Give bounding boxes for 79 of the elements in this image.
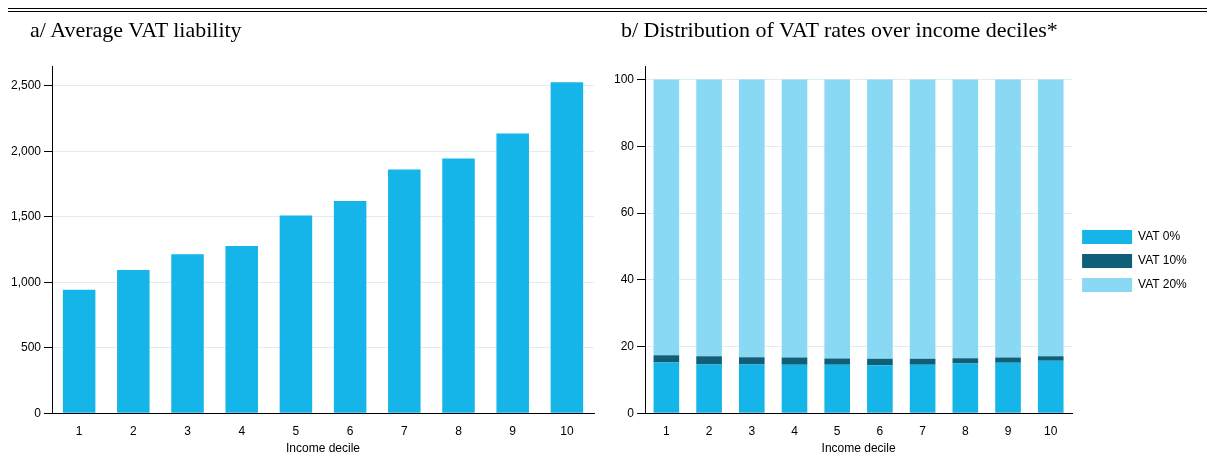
- x-tick-label: 1: [75, 423, 83, 438]
- x-tick-label: 1: [663, 423, 671, 438]
- y-tick-label: 500: [21, 340, 42, 355]
- bar: [279, 215, 313, 413]
- chart-title: b/ Distribution of VAT rates over income deciles*: [620, 16, 1059, 44]
- x-tick-label: 7: [919, 423, 927, 438]
- bar: [696, 356, 722, 365]
- bar: [738, 79, 765, 358]
- x-tick-label: 6: [346, 423, 354, 438]
- bar: [696, 79, 722, 357]
- bar: [995, 357, 1021, 363]
- x-tick-label: 9: [509, 423, 517, 438]
- bar: [171, 254, 204, 413]
- x-tick-label: 5: [292, 423, 300, 438]
- bar: [1037, 360, 1064, 413]
- x-tick-label: 8: [455, 423, 463, 438]
- x-tick-label: 4: [791, 423, 799, 438]
- bar: [1037, 356, 1064, 361]
- x-axis-title: Income decile: [285, 441, 361, 456]
- bar: [653, 79, 680, 356]
- bar: [496, 133, 529, 413]
- y-tick-label: 80: [620, 138, 635, 153]
- x-tick-label: 2: [705, 423, 713, 438]
- y-tick-label: 2,500: [11, 78, 42, 93]
- x-tick-label: 4: [238, 423, 246, 438]
- x-tick-label: 7: [400, 423, 408, 438]
- bar: [781, 79, 808, 358]
- y-tick-label: 1,000: [11, 274, 42, 289]
- bar: [909, 79, 936, 359]
- bar: [225, 245, 258, 413]
- bar: [550, 82, 584, 413]
- bar: [952, 358, 979, 364]
- bar: [696, 364, 722, 413]
- bar: [824, 364, 851, 413]
- bar: [952, 79, 979, 359]
- bar: [388, 169, 421, 413]
- bar: [781, 364, 808, 413]
- bar: [824, 79, 851, 359]
- bar: [909, 358, 936, 365]
- bar: [824, 358, 851, 365]
- bar: [117, 270, 150, 413]
- bar: [909, 364, 936, 413]
- bar: [653, 355, 680, 363]
- y-tick-label: 1,500: [11, 209, 42, 224]
- x-tick-label: 3: [748, 423, 756, 438]
- x-tick-label: 10: [1044, 423, 1058, 438]
- x-tick-label: 2: [129, 423, 137, 438]
- x-tick-label: 3: [184, 423, 192, 438]
- legend-label: VAT 0%: [1138, 229, 1181, 244]
- bar: [952, 363, 979, 413]
- bar: [1037, 79, 1064, 357]
- bar: [333, 201, 367, 413]
- x-tick-label: 9: [1004, 423, 1012, 438]
- y-tick-label: 60: [620, 205, 635, 220]
- y-tick-label: 40: [620, 272, 635, 287]
- bar: [867, 358, 893, 366]
- legend-label: VAT 20%: [1138, 277, 1188, 292]
- x-axis-title: Income decile: [821, 441, 896, 456]
- bar: [442, 158, 475, 413]
- x-tick-label: 10: [560, 423, 574, 438]
- bar: [653, 362, 680, 413]
- x-tick-label: 6: [876, 423, 884, 438]
- bar: [738, 364, 765, 413]
- x-tick-label: 5: [833, 423, 841, 438]
- y-tick-label: 0: [34, 405, 42, 420]
- chart-title: a/ Average VAT liability: [29, 16, 243, 44]
- bar: [867, 365, 893, 413]
- bar: [867, 79, 893, 359]
- bar: [995, 79, 1021, 358]
- legend-label: VAT 10%: [1138, 253, 1188, 268]
- y-tick-label: 0: [627, 405, 635, 420]
- bar: [995, 362, 1021, 413]
- y-tick-label: 100: [613, 71, 635, 86]
- y-tick-label: 2,000: [11, 143, 42, 158]
- y-tick-label: 20: [620, 338, 635, 353]
- bar: [62, 289, 96, 413]
- x-tick-label: 8: [961, 423, 969, 438]
- bar: [738, 357, 765, 365]
- bar: [781, 357, 808, 365]
